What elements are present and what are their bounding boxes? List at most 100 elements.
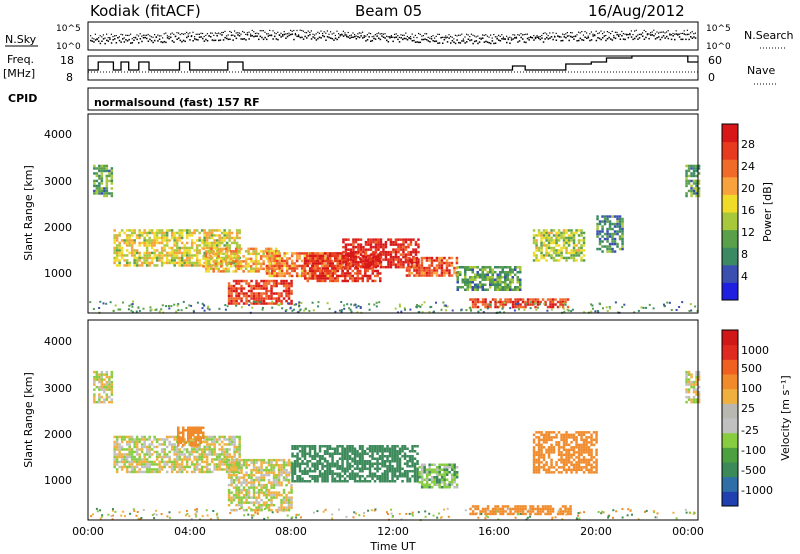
power-cell [235, 302, 238, 305]
power-cell [212, 267, 215, 271]
velocity-cell [328, 472, 332, 475]
power-cell [252, 302, 256, 305]
velocity-cell [368, 455, 372, 458]
power-cell [464, 271, 467, 274]
power-cell [229, 265, 233, 268]
nsky-point [325, 39, 327, 41]
power-cell [565, 241, 568, 245]
velocity-cell [257, 506, 261, 509]
power-cell [98, 174, 101, 178]
power-cell [180, 254, 184, 257]
nsearch-point [232, 34, 234, 36]
nsearch-point [227, 34, 229, 36]
power-cell [397, 258, 400, 261]
velocity-cell [308, 455, 312, 458]
nsearch-point [258, 33, 260, 35]
power-cell [531, 298, 535, 301]
power-cell [235, 289, 238, 293]
power-cell [262, 267, 265, 271]
power-cell [580, 239, 583, 242]
velocity-cell [272, 496, 276, 499]
velocity-cell [184, 429, 187, 432]
power-cell [577, 234, 581, 237]
nsky-point [662, 35, 665, 37]
velocity-cell [328, 445, 332, 448]
power-cell [148, 241, 151, 245]
nsearch-point [650, 32, 652, 34]
velocity-cell [202, 426, 205, 429]
velocity-cell [285, 461, 288, 464]
power-cell [210, 244, 214, 247]
power-cell [611, 235, 614, 238]
power-cell [532, 254, 536, 257]
power-cell [278, 274, 281, 278]
power-cell [178, 259, 181, 262]
power-cell [394, 240, 398, 244]
power-cell [230, 294, 233, 298]
velocity-cell [252, 466, 256, 469]
nsearch-point [270, 34, 272, 36]
nsky-point [376, 35, 378, 37]
velocity-cell [194, 436, 197, 439]
power-cell [160, 308, 163, 311]
power-cell [203, 236, 206, 240]
power-cell [271, 300, 274, 303]
power-cell [237, 292, 241, 295]
velocity-cell [200, 453, 204, 456]
power-cell [364, 253, 368, 256]
power-cell [402, 240, 405, 244]
power-cell [616, 222, 619, 226]
power-cell [445, 264, 449, 267]
velocity-cell [208, 463, 211, 466]
velocity-cell [252, 478, 256, 482]
power-cell [384, 258, 388, 261]
power-cell [415, 271, 419, 275]
power-cell [471, 298, 475, 301]
velocity-cell [177, 436, 180, 439]
velocity-cell [356, 450, 359, 453]
power-cell [316, 252, 319, 255]
velocity-cell [183, 438, 186, 441]
power-cell [200, 264, 204, 267]
power-cell [329, 254, 332, 258]
power-cell [453, 266, 456, 270]
power-cell [214, 265, 218, 268]
velocity-cell [252, 483, 256, 487]
nsky-point [398, 41, 401, 43]
velocity-cell [213, 445, 216, 449]
power-cell [314, 259, 317, 263]
nsearch-point [144, 34, 146, 36]
power-cell [198, 251, 201, 255]
power-cell [247, 252, 250, 256]
velocity-cell [195, 463, 199, 466]
power-cell [572, 249, 576, 252]
nsky-point [643, 38, 646, 40]
power-cell [282, 289, 286, 293]
velocity-cell [245, 491, 248, 494]
nsky-point [611, 39, 614, 41]
power-cell [326, 254, 329, 258]
power-cell [120, 239, 124, 242]
power-cell [448, 264, 451, 267]
velocity-cell [194, 431, 197, 434]
velocity-cell [267, 463, 271, 467]
power-cell [228, 256, 231, 260]
velocity-cell [232, 471, 236, 474]
nsky-point [414, 41, 417, 43]
power-cell [214, 262, 218, 266]
power-cell [392, 243, 395, 246]
power-cell [692, 164, 696, 168]
power-cell [262, 299, 266, 303]
velocity-cell [257, 488, 261, 492]
power-cell [290, 264, 294, 268]
power-cell [217, 270, 220, 273]
power-cell [143, 229, 146, 232]
power-cell [364, 255, 368, 259]
power-cell [290, 252, 294, 255]
power-cell [394, 243, 398, 246]
power-cell [153, 236, 156, 240]
nsearch-point [576, 34, 578, 36]
power-cell [489, 268, 492, 271]
power-cell [275, 259, 279, 263]
nsky-point [354, 35, 356, 38]
